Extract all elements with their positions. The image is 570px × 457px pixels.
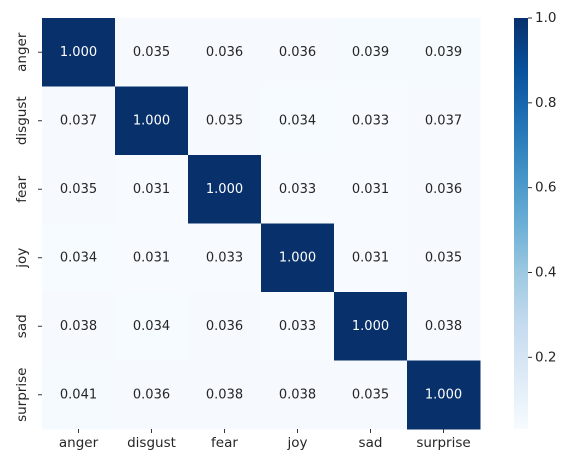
x-tick-label: sad (359, 435, 383, 451)
heatmap-cell-joy-sad (334, 223, 408, 293)
heatmap-cell-surprise-anger (42, 360, 116, 430)
heatmap-cell-joy-fear (188, 223, 262, 293)
cell-value-label: 0.037 (60, 113, 97, 128)
cell-value-label: 0.035 (206, 113, 243, 128)
heatmap-cell-sad-disgust (115, 292, 189, 361)
cell-value-label: 0.035 (425, 250, 462, 265)
colorbar-tick-label: 0.8 (535, 95, 556, 111)
cell-value-label: 0.035 (133, 45, 170, 60)
cell-value-label: 0.038 (425, 319, 462, 334)
heatmap-cell-disgust-fear (188, 86, 262, 156)
heatmap-cell-fear-fear (188, 155, 262, 224)
y-tick-label: sad (14, 314, 30, 338)
heatmap-cell-joy-surprise (407, 223, 481, 293)
heatmap-cell-sad-sad (334, 292, 408, 361)
heatmap-cell-fear-sad (334, 155, 408, 224)
y-tick-label: anger (14, 32, 30, 72)
cell-value-label: 0.031 (133, 250, 170, 265)
cell-value-label: 0.033 (279, 319, 316, 334)
cell-value-label: 0.036 (206, 45, 243, 60)
cell-value-label: 0.036 (133, 387, 170, 402)
cell-value-label: 0.031 (352, 250, 389, 265)
y-tick-label: joy (14, 248, 30, 269)
cell-value-label: 0.036 (425, 182, 462, 197)
y-tick-label: surprise (14, 368, 30, 422)
heatmap-cell-fear-anger (42, 155, 116, 224)
heatmap-cell-anger-joy (261, 18, 335, 87)
cell-value-label: 0.034 (133, 319, 170, 334)
cell-value-label: 0.031 (133, 182, 170, 197)
x-axis: anger disgust fear joy sad surprise (59, 429, 471, 451)
cell-value-label: 0.035 (352, 387, 389, 402)
heatmap-cell-disgust-sad (334, 86, 408, 156)
cell-value-label: 0.038 (279, 387, 316, 402)
heatmap-cell-anger-anger (42, 18, 116, 87)
heatmap-cell-joy-anger (42, 223, 116, 293)
heatmap-cell-sad-fear (188, 292, 262, 361)
heatmap-cell-fear-joy (261, 155, 335, 224)
cell-value-label: 0.037 (425, 113, 462, 128)
cell-value-label: 0.041 (60, 387, 97, 402)
heatmap-cell-disgust-joy (261, 86, 335, 156)
heatmap-cell-anger-sad (334, 18, 408, 87)
heatmap-cell-anger-surprise (407, 18, 481, 87)
heatmap-cell-sad-surprise (407, 292, 481, 361)
cell-value-label: 0.036 (206, 319, 243, 334)
y-axis: anger disgust fear joy sad surprise (14, 32, 42, 422)
heatmap-cell-surprise-sad (334, 360, 408, 430)
colorbar-gradient (514, 18, 528, 429)
colorbar: 0.2 0.4 0.6 0.8 1.0 (514, 10, 556, 429)
heatmap-cell-fear-surprise (407, 155, 481, 224)
heatmap-cell-surprise-disgust (115, 360, 189, 430)
colorbar-tick-label: 0.4 (535, 264, 556, 280)
cell-value-label: 0.034 (279, 113, 316, 128)
cell-value-label: 0.033 (352, 113, 389, 128)
x-tick-label: fear (211, 435, 238, 451)
cell-value-label: 1.000 (60, 45, 97, 60)
cell-value-labels: 1.000 0.035 0.036 0.036 0.039 0.039 0.037 1.000… (60, 45, 462, 403)
cell-value-label: 1.000 (279, 250, 316, 265)
cell-value-label: 1.000 (206, 182, 243, 197)
cell-value-label: 1.000 (352, 319, 389, 334)
cell-value-label: 0.033 (206, 250, 243, 265)
heatmap-cell-surprise-joy (261, 360, 335, 430)
cell-value-label: 0.033 (279, 182, 316, 197)
heatmap-cell-anger-fear (188, 18, 262, 87)
y-tick-label: disgust (14, 96, 30, 145)
heatmap-cell-sad-anger (42, 292, 116, 361)
cell-value-label: 0.036 (279, 45, 316, 60)
x-tick-label: surprise (416, 435, 470, 451)
colorbar-tick-label: 1.0 (535, 10, 556, 26)
heatmap-cell-joy-joy (261, 223, 335, 293)
heatmap-cell-surprise-fear (188, 360, 262, 430)
heatmap-cell-anger-disgust (115, 18, 189, 87)
heatmap-cell-joy-disgust (115, 223, 189, 293)
cell-value-label: 0.034 (60, 250, 97, 265)
colorbar-tick-label: 0.2 (535, 349, 556, 365)
cell-value-label: 0.038 (206, 387, 243, 402)
heatmap-cell-fear-disgust (115, 155, 189, 224)
x-tick-label: disgust (127, 435, 176, 451)
x-tick-label: anger (59, 435, 99, 451)
y-tick-label: fear (14, 175, 30, 202)
heatmap-cell-surprise-surprise (407, 360, 481, 430)
colorbar-tick-label: 0.6 (535, 180, 556, 196)
cell-value-label: 0.031 (352, 182, 389, 197)
cell-value-label: 1.000 (133, 113, 170, 128)
x-tick-label: joy (287, 435, 308, 451)
heatmap-cells (42, 18, 481, 430)
heatmap-cell-disgust-disgust (115, 86, 189, 156)
heatmap-cell-disgust-anger (42, 86, 116, 156)
cell-value-label: 0.038 (60, 319, 97, 334)
heatmap-cell-sad-joy (261, 292, 335, 361)
cell-value-label: 1.000 (425, 387, 462, 402)
heatmap-cell-disgust-surprise (407, 86, 481, 156)
cell-value-label: 0.035 (60, 182, 97, 197)
cell-value-label: 0.039 (425, 45, 462, 60)
cell-value-label: 0.039 (352, 45, 389, 60)
